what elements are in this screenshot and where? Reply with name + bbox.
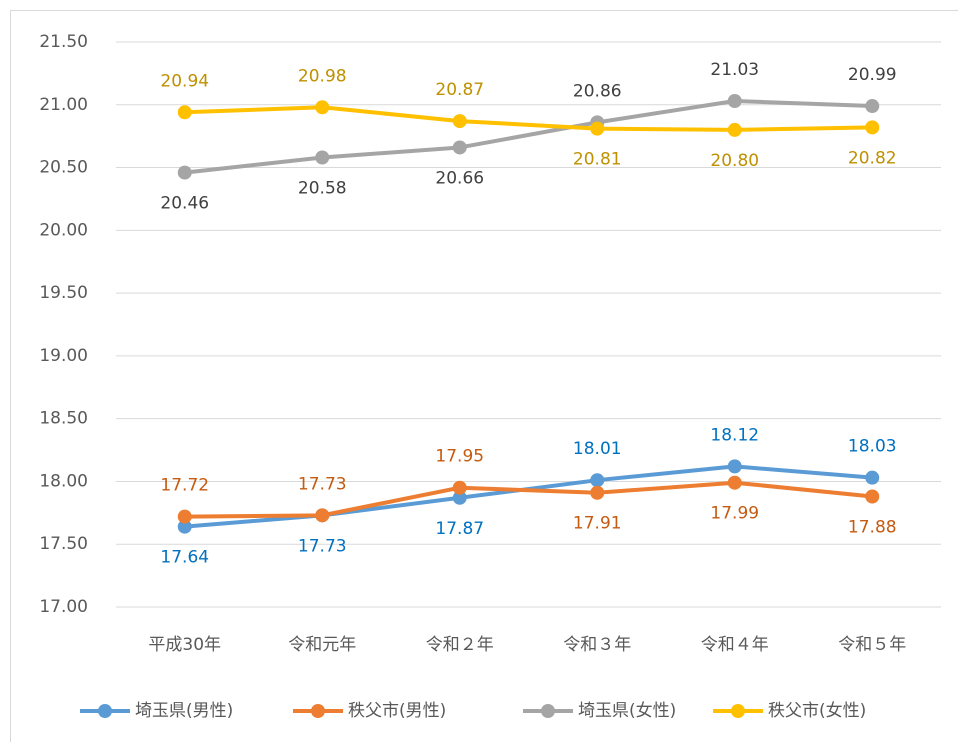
x-tick-label: 令和５年 — [838, 635, 906, 655]
y-tick-label: 21.00 — [39, 95, 88, 115]
point — [315, 151, 329, 165]
point — [453, 114, 467, 128]
data-label: 20.98 — [298, 66, 347, 86]
x-tick-label: 令和元年 — [288, 635, 356, 655]
point — [728, 94, 742, 108]
legend-marker — [311, 704, 325, 718]
y-tick-label: 21.50 — [39, 32, 88, 52]
point — [865, 120, 879, 134]
legend-marker — [98, 704, 112, 718]
legend-marker — [541, 704, 555, 718]
point — [590, 486, 604, 500]
legend-marker — [731, 704, 745, 718]
point — [453, 140, 467, 154]
y-tick-label: 20.00 — [39, 220, 88, 240]
data-label: 20.80 — [710, 151, 759, 171]
y-tick-label: 18.00 — [39, 471, 88, 491]
data-label: 20.81 — [573, 150, 622, 170]
y-tick-label: 17.50 — [39, 534, 88, 554]
point — [728, 459, 742, 473]
x-tick-label: 令和４年 — [701, 635, 769, 655]
y-tick-label: 17.00 — [39, 597, 88, 617]
data-label: 17.73 — [298, 536, 347, 556]
point — [728, 123, 742, 137]
point — [178, 105, 192, 119]
x-tick-label: 令和３年 — [563, 635, 631, 655]
y-tick-label: 20.50 — [39, 158, 88, 178]
legend-label: 秩父市(女性) — [768, 701, 866, 721]
data-label: 17.88 — [848, 518, 897, 538]
data-label: 20.82 — [848, 148, 897, 168]
point — [178, 510, 192, 524]
series-line — [185, 107, 873, 130]
point — [590, 473, 604, 487]
legend-label: 埼玉県(男性) — [135, 701, 233, 721]
legend-label: 秩父市(男性) — [348, 701, 446, 721]
series-line — [185, 101, 873, 173]
y-tick-label: 19.00 — [39, 346, 88, 366]
data-label: 17.64 — [160, 548, 209, 568]
data-label: 20.87 — [435, 80, 484, 100]
data-label: 20.58 — [298, 179, 347, 199]
legend-label: 埼玉県(女性) — [578, 701, 676, 721]
y-tick-label: 19.50 — [39, 283, 88, 303]
point — [178, 166, 192, 180]
data-label: 17.99 — [710, 504, 759, 524]
chart-border — [11, 11, 958, 743]
x-tick-label: 令和２年 — [426, 635, 494, 655]
y-tick-label: 18.50 — [39, 409, 88, 429]
point — [865, 471, 879, 485]
point — [865, 99, 879, 113]
x-tick-label: 平成30年 — [148, 635, 221, 655]
data-label: 18.01 — [573, 439, 622, 459]
data-label: 18.12 — [710, 425, 759, 445]
point — [865, 490, 879, 504]
data-label: 17.73 — [298, 474, 347, 494]
point — [453, 481, 467, 495]
point — [315, 100, 329, 114]
data-label: 21.03 — [710, 60, 759, 80]
data-label: 20.86 — [573, 81, 622, 101]
data-label: 17.95 — [435, 447, 484, 467]
data-label: 20.46 — [160, 194, 209, 214]
data-label: 17.91 — [573, 514, 622, 534]
data-label: 17.87 — [435, 519, 484, 539]
point — [590, 122, 604, 136]
data-label: 20.94 — [160, 71, 209, 91]
point — [315, 508, 329, 522]
data-label: 18.03 — [848, 437, 897, 457]
point — [728, 476, 742, 490]
data-label: 17.72 — [160, 476, 209, 496]
data-label: 20.66 — [435, 168, 484, 188]
data-label: 20.99 — [848, 65, 897, 85]
